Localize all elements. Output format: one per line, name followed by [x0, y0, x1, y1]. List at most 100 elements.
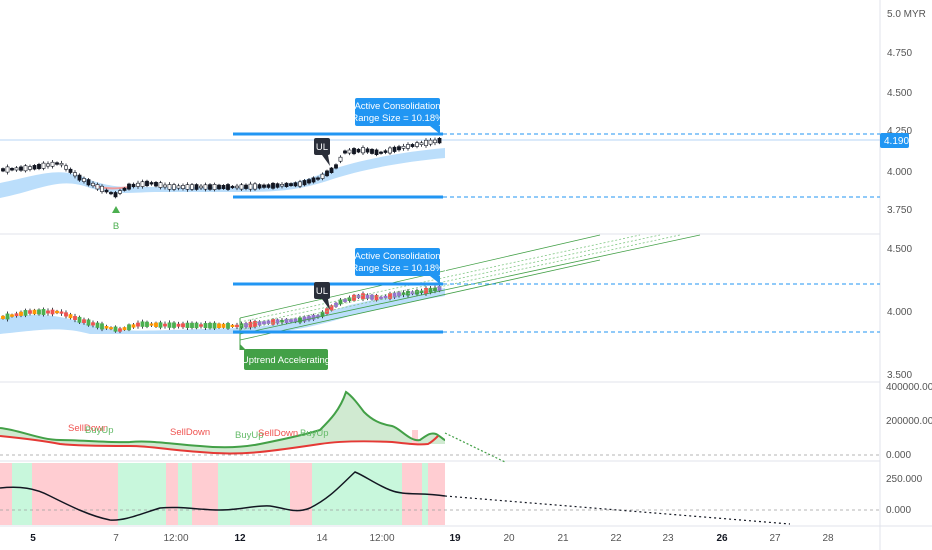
- candle-body: [109, 192, 113, 195]
- candle-body: [95, 322, 100, 328]
- candle-body: [230, 324, 235, 327]
- candle-body: [266, 184, 271, 188]
- candle-body: [397, 146, 401, 151]
- candle-body: [253, 183, 257, 190]
- candle-body: [217, 184, 221, 190]
- consolidation-range-2: (Range Size = 10.18%): [348, 263, 447, 274]
- candle-body: [307, 316, 311, 321]
- candle-body: [235, 324, 239, 328]
- candle-body: [91, 182, 95, 187]
- candle-body: [298, 181, 302, 187]
- candle-body: [73, 172, 77, 177]
- candle-body: [185, 184, 190, 190]
- candle-body: [14, 167, 19, 171]
- candle-body: [428, 139, 433, 145]
- candle-body: [289, 183, 293, 187]
- candle-body: [194, 322, 199, 329]
- price-tick: 4.750: [887, 48, 912, 59]
- candle-body: [140, 321, 145, 327]
- candle-body: [257, 184, 262, 189]
- trend-band: [0, 288, 445, 334]
- time-tick: 26: [716, 533, 728, 544]
- candle-body: [257, 321, 262, 326]
- candle-body: [424, 139, 428, 146]
- candle-body: [311, 177, 316, 183]
- candle-body: [167, 184, 172, 190]
- candle-body: [46, 310, 50, 314]
- candle-body: [163, 184, 167, 188]
- trend-pane[interactable]: Active Consolidation (Range Size = 10.18…: [0, 234, 880, 370]
- candle-body: [32, 165, 37, 170]
- candle-body: [401, 145, 406, 149]
- candle-body: [325, 170, 329, 177]
- candle-body: [316, 177, 320, 180]
- candle-body: [352, 148, 356, 155]
- volume-flow-pane[interactable]: SellDown BuyUp SellDown BuyUp SellDown B…: [0, 390, 880, 463]
- candle-body: [302, 316, 307, 322]
- indicator-tick: 200000.000: [886, 416, 932, 427]
- uptrend-callout[interactable]: Uptrend Accelerating: [240, 344, 330, 370]
- candle-body: [104, 326, 109, 329]
- candle-body: [37, 164, 41, 169]
- candle-body: [1, 168, 5, 172]
- candle-body: [217, 323, 221, 328]
- candle-body: [77, 174, 82, 181]
- colored-candle-series: [1, 285, 442, 334]
- candle-body: [59, 311, 64, 314]
- candle-body: [320, 173, 325, 179]
- buy-signal-label: B: [113, 221, 119, 232]
- candle-body: [266, 320, 271, 324]
- candle-body: [190, 184, 194, 190]
- candle-body: [149, 323, 154, 326]
- candle-body: [208, 322, 212, 329]
- candle-body: [181, 323, 185, 328]
- candle-body: [163, 323, 167, 327]
- flow-fill-red: [412, 430, 418, 444]
- candle-body: [122, 187, 127, 191]
- candle-body: [203, 323, 208, 329]
- candle-body: [172, 322, 176, 328]
- candle-body: [55, 310, 59, 314]
- candle-body: [176, 323, 181, 327]
- consolidation-callout[interactable]: Active Consolidation (Range Size = 10.18…: [348, 98, 447, 134]
- candle-body: [271, 182, 275, 189]
- ul-marker-2[interactable]: UL: [314, 282, 330, 310]
- candle-body: [338, 299, 343, 305]
- candle-body: [437, 137, 442, 144]
- momentum-pane[interactable]: [0, 463, 880, 525]
- candle-body: [19, 166, 23, 171]
- candle-body: [388, 147, 392, 154]
- buy-signal-marker[interactable]: B: [112, 206, 120, 232]
- candle-body: [379, 151, 383, 154]
- time-tick: 28: [822, 533, 834, 544]
- candle-body: [100, 185, 104, 192]
- price-axis[interactable]: 5.0 MYR 4.750 4.500 4.250 4.190 4.000 3.…: [880, 9, 932, 516]
- candle-body: [383, 295, 388, 299]
- main-price-pane[interactable]: Active Consolidation (Range Size = 10.18…: [0, 98, 880, 232]
- price-tick: 4.000: [887, 307, 912, 318]
- candle-body: [275, 319, 280, 324]
- candle-body: [136, 182, 140, 187]
- candle-body: [10, 167, 14, 171]
- time-tick: 27: [769, 533, 781, 544]
- candle-body: [68, 314, 73, 319]
- candle-body: [113, 326, 118, 332]
- candle-body: [86, 179, 91, 186]
- candle-body: [41, 309, 46, 315]
- candle-body: [5, 166, 10, 173]
- candle-body: [298, 317, 302, 323]
- time-axis[interactable]: 5 7 12:00 12 14 12:00 19 20 21 22 23 26 …: [30, 533, 834, 544]
- consolidation-callout-2[interactable]: Active Consolidation (Range Size = 10.18…: [348, 248, 447, 284]
- indicator-tick: 400000.000: [886, 382, 932, 393]
- selldown-label: SellDown: [68, 423, 108, 434]
- candle-body: [95, 184, 100, 190]
- time-tick: 19: [449, 533, 461, 544]
- buyup-label: BuyUp: [235, 430, 264, 441]
- candle-body: [136, 322, 140, 327]
- candle-body: [190, 322, 194, 328]
- candle-body: [307, 179, 311, 184]
- ul-marker[interactable]: UL: [314, 138, 330, 166]
- candle-body: [248, 183, 253, 190]
- candle-body: [1, 315, 5, 319]
